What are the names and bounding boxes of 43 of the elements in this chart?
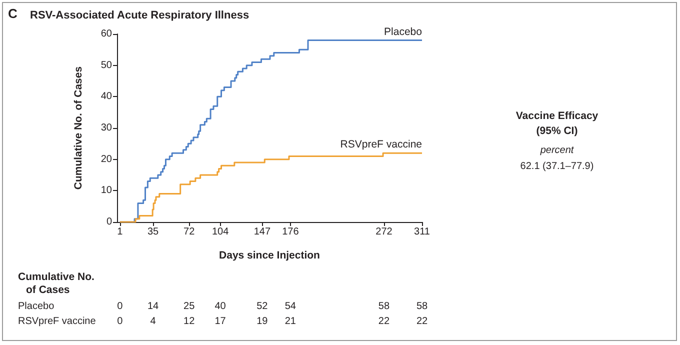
text: 58 — [378, 300, 390, 313]
x-axis-title: Days since Injection — [219, 250, 320, 262]
text: percent — [540, 144, 574, 157]
text: 62.1 (37.1–77.9) — [520, 160, 594, 173]
x-tick-label: 311 — [414, 226, 430, 238]
text: RSVpreF vaccine — [18, 316, 96, 326]
x-tick-label: 72 — [184, 226, 196, 238]
text: 17 — [214, 314, 226, 328]
text: 22 — [378, 314, 390, 328]
text: 12 — [184, 314, 195, 328]
text: 14 — [147, 300, 159, 313]
text: Vaccine Efficacy (95% CI) — [514, 109, 600, 139]
y-tick-label: 10 — [100, 185, 112, 196]
text: 54 — [284, 300, 296, 313]
y-tick-label: 30 — [100, 122, 112, 134]
y-axis-title: Cumulative No. of Cases — [72, 66, 84, 190]
text: Placebo — [18, 301, 54, 312]
text: 22 — [416, 314, 428, 328]
text: 58 — [416, 300, 428, 313]
y-tick-label: 20 — [100, 154, 112, 165]
y-tick-label: 40 — [100, 91, 112, 102]
text: Cumulative No. of Cases — [18, 271, 96, 297]
y-tick-label: 0 — [106, 216, 112, 228]
text: 21 — [284, 314, 296, 328]
text: C — [8, 6, 18, 21]
text: 40 — [214, 300, 226, 313]
y-tick-label: 50 — [100, 60, 112, 71]
text: 4 — [150, 314, 156, 328]
text: 52 — [256, 300, 268, 313]
text: 0 — [117, 300, 123, 313]
chart-title: RSV-Associated Acute Respiratory Illness — [30, 10, 250, 22]
text: 0 — [117, 314, 123, 328]
x-tick-label: 35 — [147, 226, 160, 238]
x-tick-label: 176 — [282, 226, 300, 238]
series-label: Placebo — [384, 26, 422, 38]
x-tick-label: 1 — [117, 226, 124, 238]
text: 25 — [184, 300, 195, 313]
text: 19 — [256, 314, 268, 328]
y-tick-label: 60 — [100, 28, 112, 40]
series-label: RSVpreF vaccine — [340, 138, 422, 151]
x-tick-label: 272 — [376, 226, 393, 238]
x-tick-label: 104 — [212, 226, 230, 238]
x-tick-label: 147 — [254, 226, 271, 238]
